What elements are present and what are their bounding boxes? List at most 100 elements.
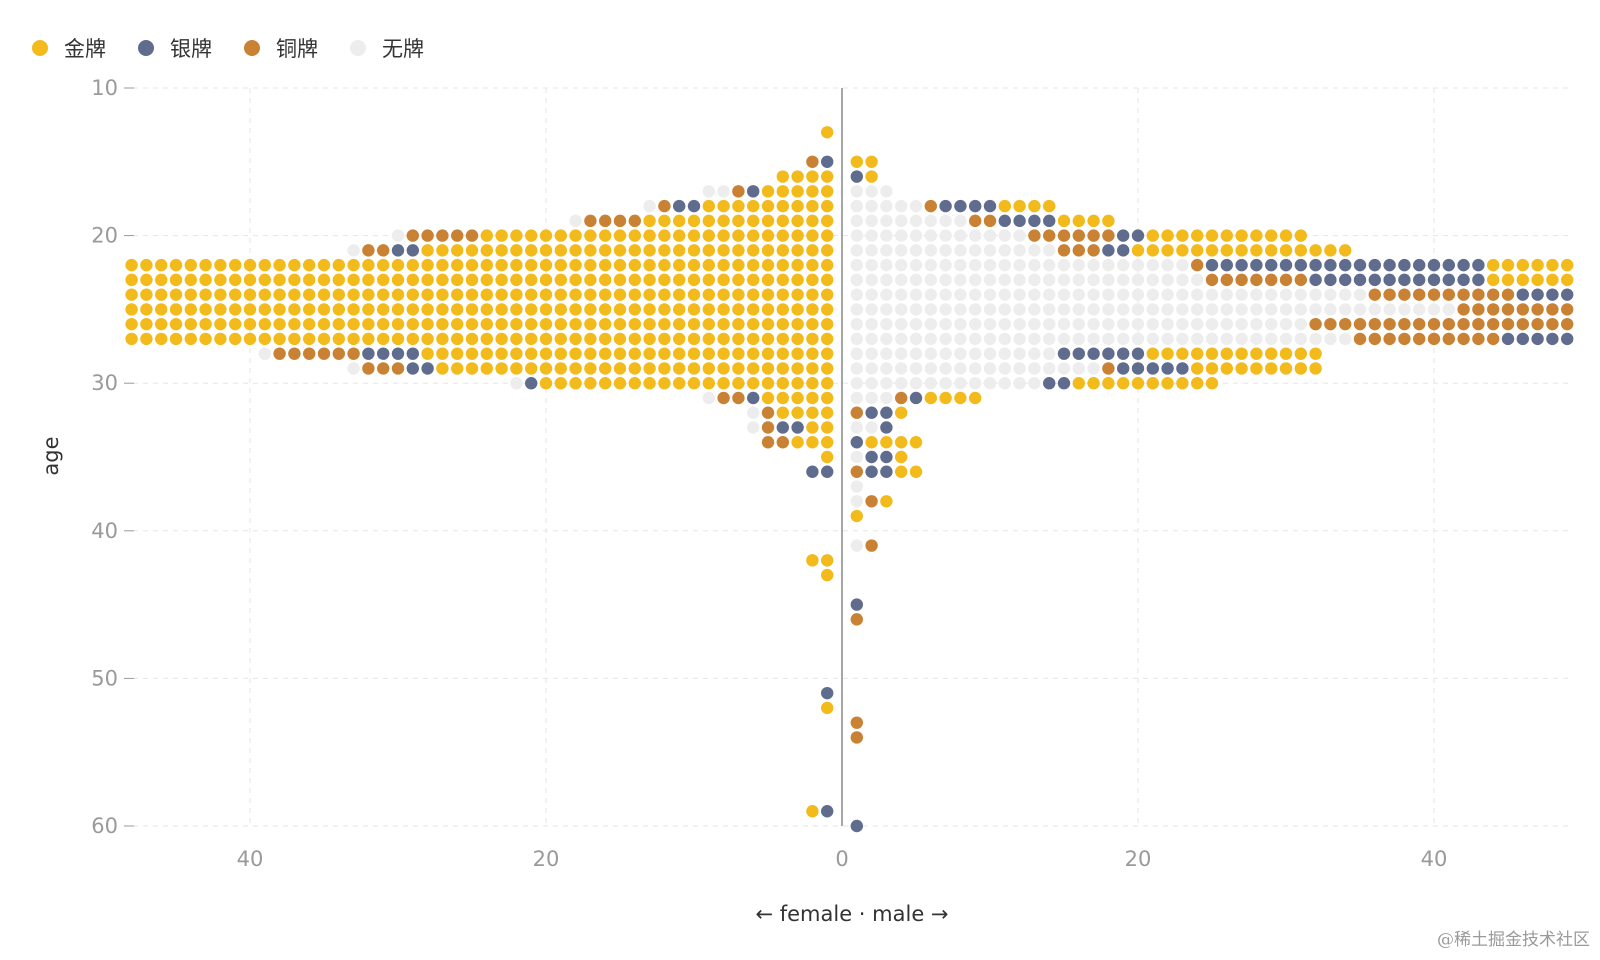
dot-gold-female	[613, 377, 627, 390]
dot-none-male	[998, 229, 1011, 242]
dot-gold-male	[1161, 377, 1174, 390]
dot-none-male	[954, 214, 967, 228]
dot-gold-male	[1516, 273, 1530, 287]
dot-gold-male	[1501, 258, 1515, 272]
dot-gold-female	[140, 332, 153, 346]
dot-none-male	[895, 377, 908, 390]
dot-bronze-male	[1398, 332, 1411, 346]
dot-bronze-male	[1220, 273, 1234, 287]
dot-gold-female	[465, 347, 479, 360]
dot-gold-female	[687, 258, 701, 272]
dot-gold-female	[510, 273, 523, 287]
dot-gold-female	[317, 303, 331, 316]
dot-bronze-male	[1531, 303, 1544, 316]
dot-gold-female	[391, 303, 405, 316]
dot-gold-female	[673, 229, 686, 242]
dot-bronze-male	[1057, 229, 1071, 242]
dot-bronze-male	[1087, 229, 1100, 242]
dot-silver-male	[1531, 332, 1544, 346]
dot-gold-female	[776, 332, 789, 346]
dot-bronze-female	[761, 436, 775, 449]
dot-gold-female	[406, 332, 419, 346]
dot-none-male	[1013, 288, 1026, 301]
dot-bronze-male	[1398, 288, 1411, 301]
dot-gold-female	[747, 303, 760, 316]
dot-silver-male	[1561, 332, 1574, 346]
dot-bronze-male	[1472, 288, 1485, 301]
dot-silver-male	[1043, 214, 1056, 228]
legend-item-bronze[interactable]: 铜牌	[244, 37, 318, 61]
dot-none-male	[850, 317, 863, 331]
dot-gold-female	[658, 347, 671, 360]
dot-none-male	[1057, 317, 1071, 331]
dot-none-male	[969, 229, 982, 242]
dot-gold-female	[806, 244, 819, 257]
dot-none-male	[1087, 317, 1100, 331]
dot-gold-female	[702, 288, 715, 301]
dot-none-male	[1339, 303, 1352, 316]
dot-gold-female	[495, 273, 508, 287]
dot-bronze-female	[347, 347, 360, 360]
dot-bronze-male	[1102, 362, 1115, 375]
dot-bronze-male	[1472, 317, 1485, 331]
dot-gold-female	[821, 347, 834, 360]
dot-gold-male	[1279, 347, 1293, 360]
dot-gold-male	[880, 495, 893, 508]
dot-bronze-female	[362, 244, 375, 257]
dot-gold-female	[584, 347, 597, 360]
dot-bronze-male	[1442, 317, 1456, 331]
dot-gold-female	[362, 273, 375, 287]
dot-gold-female	[599, 258, 612, 272]
dot-none-male	[895, 317, 908, 331]
dot-none-male	[1176, 273, 1189, 287]
dot-gold-male	[1235, 347, 1248, 360]
dot-none-male	[1013, 362, 1026, 375]
dot-gold-female	[539, 229, 553, 242]
dot-silver-male	[1339, 258, 1352, 272]
dot-gold-female	[687, 273, 701, 287]
dot-gold-female	[421, 347, 434, 360]
dot-gold-female	[687, 347, 701, 360]
dot-bronze-male	[1191, 258, 1204, 272]
dot-none-male	[1176, 258, 1189, 272]
dot-gold-female	[554, 273, 567, 287]
dot-none-male	[1102, 303, 1115, 316]
dot-gold-female	[673, 258, 686, 272]
legend-item-gold[interactable]: 金牌	[32, 37, 106, 61]
dot-silver-male	[1531, 288, 1544, 301]
dot-gold-female	[702, 258, 715, 272]
dot-gold-female	[169, 332, 183, 346]
dot-gold-male	[1072, 214, 1086, 228]
dot-bronze-female	[391, 362, 405, 375]
dot-silver-male	[1117, 229, 1130, 242]
dot-gold-female	[791, 288, 804, 301]
dot-gold-female	[702, 214, 715, 228]
y-tick-label: 60	[91, 814, 118, 838]
dot-gold-female	[806, 332, 819, 346]
dot-none-male	[850, 199, 863, 213]
x-tick-label: 40	[1421, 847, 1448, 871]
dot-gold-female	[421, 288, 434, 301]
dot-bronze-female	[761, 406, 775, 419]
dot-none-male	[1057, 303, 1071, 316]
dot-none-male	[880, 362, 893, 375]
dot-bronze-male	[1427, 332, 1441, 346]
dot-gold-female	[539, 244, 553, 257]
dot-gold-female	[702, 303, 715, 316]
dot-none-male	[1072, 317, 1086, 331]
dot-gold-female	[806, 170, 819, 183]
dot-gold-female	[747, 199, 760, 213]
dot-gold-female	[776, 406, 789, 419]
dot-none-male	[983, 258, 997, 272]
dot-gold-male	[1561, 258, 1574, 272]
dot-gold-female	[465, 288, 479, 301]
dot-gold-female	[362, 317, 375, 331]
legend-item-silver[interactable]: 银牌	[138, 37, 212, 61]
dot-gold-female	[643, 362, 656, 375]
dot-gold-female	[303, 303, 316, 316]
dot-silver-male	[1561, 288, 1574, 301]
dot-bronze-male	[1487, 332, 1500, 346]
dot-none-male	[1057, 273, 1071, 287]
legend-item-none[interactable]: 无牌	[350, 37, 424, 61]
dot-gold-female	[214, 317, 227, 331]
